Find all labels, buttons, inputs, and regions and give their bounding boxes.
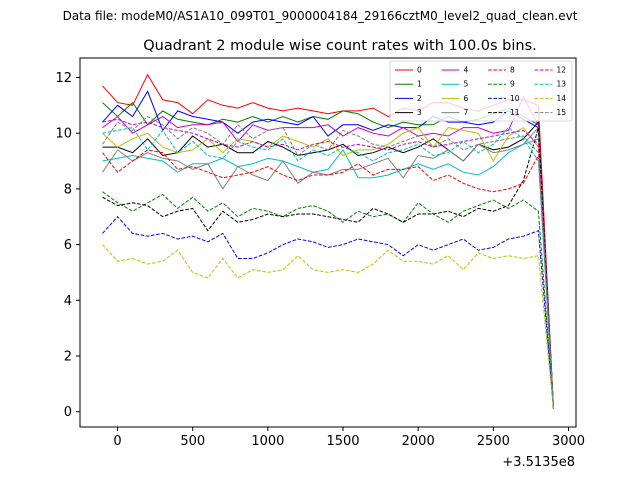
legend-label-7: 7 — [464, 108, 469, 117]
x-tick-label-2500: 2500 — [477, 434, 510, 449]
series-line-4 — [102, 95, 554, 409]
legend-label-3: 3 — [417, 108, 422, 117]
series-line-5 — [102, 138, 554, 409]
legend-label-14: 14 — [557, 94, 567, 103]
legend-label-6: 6 — [464, 94, 469, 103]
data-file-caption: Data file: modeM0/AS1A10_099T01_90000041… — [63, 9, 578, 23]
y-tick-label-0: 0 — [64, 405, 72, 420]
x-offset-label: +3.5135e8 — [502, 455, 575, 470]
y-tick-label-10: 10 — [55, 127, 72, 142]
legend-label-2: 2 — [417, 94, 422, 103]
y-tick-label-6: 6 — [64, 238, 72, 253]
y-tick-label-4: 4 — [64, 294, 72, 309]
x-tick-label-3000: 3000 — [552, 434, 585, 449]
x-tick-label-500: 500 — [180, 434, 205, 449]
legend-label-10: 10 — [510, 94, 520, 103]
legend-label-12: 12 — [557, 66, 567, 75]
series-line-14 — [102, 244, 554, 409]
y-tick-label-2: 2 — [64, 349, 72, 364]
legend-label-4: 4 — [464, 66, 469, 75]
legend-label-9: 9 — [510, 80, 515, 89]
legend-label-11: 11 — [510, 108, 520, 117]
series-line-8 — [102, 149, 554, 409]
x-tick-label-2000: 2000 — [402, 434, 435, 449]
legend-label-0: 0 — [417, 66, 422, 75]
legend-box — [389, 60, 573, 122]
y-tick-label-12: 12 — [55, 71, 72, 86]
legend-label-5: 5 — [464, 80, 469, 89]
x-tick-label-1000: 1000 — [251, 434, 284, 449]
series-line-10 — [102, 215, 554, 409]
y-tick-label-8: 8 — [64, 182, 72, 197]
x-tick-label-1500: 1500 — [326, 434, 359, 449]
series-line-13 — [102, 126, 554, 409]
x-tick-label-0: 0 — [113, 434, 121, 449]
series-line-11 — [102, 127, 554, 409]
series-line-9 — [102, 191, 554, 409]
legend-label-1: 1 — [417, 80, 422, 89]
series-line-12 — [102, 118, 554, 409]
series-line-2 — [102, 90, 554, 409]
legend-label-15: 15 — [557, 108, 567, 117]
series-line-15 — [102, 115, 554, 409]
legend-label-13: 13 — [557, 80, 567, 89]
plot-frame — [79, 57, 577, 428]
legend-label-8: 8 — [510, 66, 515, 75]
chart-title: Quadrant 2 module wise count rates with … — [143, 38, 537, 54]
series-layer — [102, 73, 554, 409]
